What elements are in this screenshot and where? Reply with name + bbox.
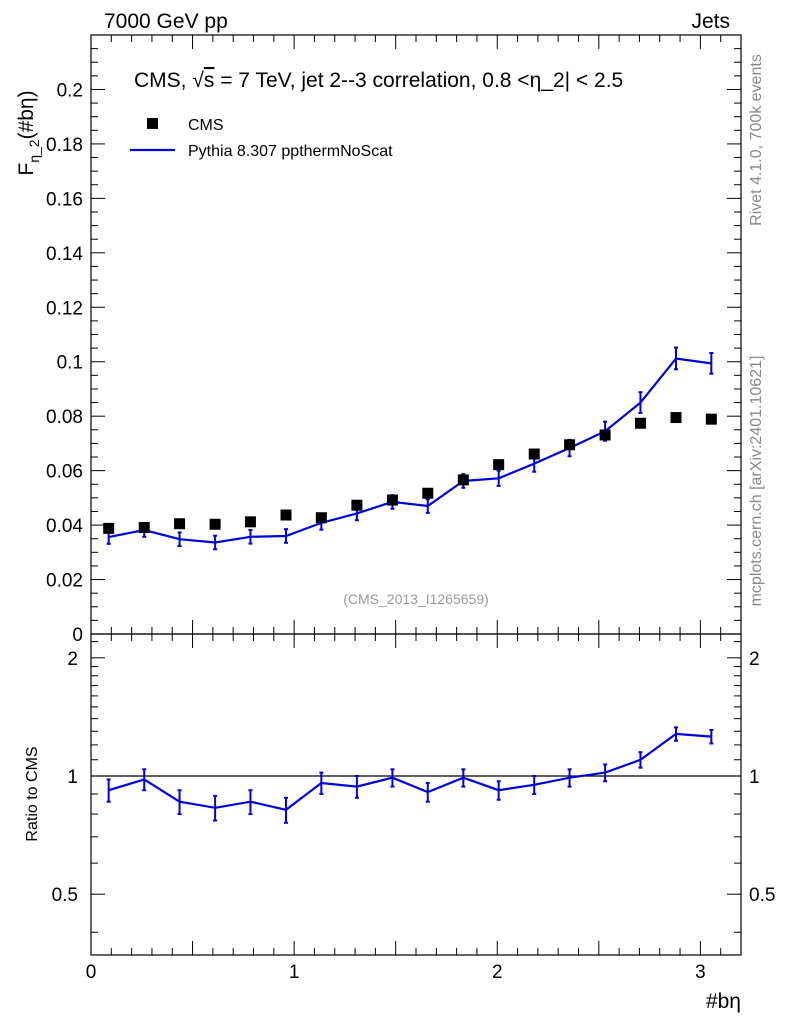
title-eta: η [530,69,542,92]
cms-data-point [386,494,398,506]
mc-series [106,346,714,551]
ratio-series [106,726,714,824]
main-x-axis-ticks [90,35,742,634]
main-y-tick-label: 0.2 [57,80,83,101]
cms-data-point [244,516,256,528]
ratio-y-tick-label: 0.5 [52,885,78,906]
legend: CMS Pythia 8.307 ppthermNoScat [130,117,393,160]
cms-data-point [528,448,540,460]
ratio-frame [90,633,742,956]
mcplots-info: mcplots.cern.ch [arXiv:2401.10621] [748,356,765,607]
cms-data-point [138,522,150,534]
main-y-tick-label: 0.16 [46,189,83,210]
cms-data-point [280,509,292,521]
title-sqrt-sign: √ [192,69,204,92]
cms-data-point [209,518,221,530]
cms-data-point [174,518,186,530]
ratio-y-label: Ratio to CMS [24,746,41,841]
header-left: 7000 GeV pp [104,10,228,33]
rivet-info: Rivet 4.1.0, 700k events [748,54,765,226]
legend-label-cms: CMS [188,117,224,134]
y-label-sub: η_2 [26,139,42,163]
cms-data-point [351,499,363,511]
main-y-tick-label: 0.1 [57,353,83,374]
main-y-axis: 0 0.02 0.04 0.06 0.08 0.1 0.12 0.14 0.16 0.18 0.2 [46,48,741,646]
legend-label-pythia: Pythia 8.307 ppthermNoScat [188,143,393,160]
main-y-tick-label: 0.04 [46,516,83,537]
cms-data-point [564,439,576,451]
ratio-y-axis: 0.5 0.5 1 1 2 2 [52,641,775,933]
ratio-y-tick-label-right: 2 [749,649,760,670]
y-label-paren: (#bη) [15,90,38,139]
cms-data-point [103,522,115,534]
header-right: Jets [691,10,730,33]
cms-data-point [493,459,505,471]
ratio-y-tick-label-right: 1 [749,767,760,788]
main-y-tick-label: 0 [72,625,83,646]
cms-data-point [670,412,682,424]
mc-line [108,357,712,544]
ratio-y-tick-label-right: 0.5 [749,885,775,906]
main-y-tick-label: 0.08 [46,407,83,428]
cms-data-series [103,412,717,534]
cms-data-point [422,487,434,499]
x-tick-label: 0 [86,962,97,983]
title-sqrt-arg: s [204,69,215,92]
main-y-label: Fη_2(#bη) [15,90,42,175]
cms-data-point [457,474,469,486]
main-y-tick-label: 0.06 [46,462,83,483]
ratio-y-tick-label: 1 [67,767,78,788]
cms-data-point [599,429,611,441]
main-y-tick-label: 0.18 [46,135,83,156]
legend-marker-cms [147,118,158,129]
x-tick-label: 1 [289,962,300,983]
title-suffix: = 7 TeV, jet 2--3 correlation, 0.8 < [214,69,529,92]
cms-data-point [634,417,646,429]
title-end: _2| < 2.5 [540,69,623,92]
title-prefix: CMS, [134,69,192,92]
x-tick-label: 2 [492,962,503,983]
analysis-watermark: (CMS_2013_I1265659) [343,591,489,607]
cms-data-point [315,512,327,524]
ratio-x-axis: 0 1 2 3 [86,634,742,983]
main-y-tick-label: 0.12 [46,298,83,319]
y-label-main: F [15,163,38,176]
ratio-y-tick-label: 2 [67,649,78,670]
main-y-tick-label: 0.14 [46,244,83,265]
main-y-tick-label: 0.02 [46,571,83,592]
plot-title: CMS, √s = 7 TeV, jet 2--3 correlation, 0… [134,69,623,92]
x-axis-label: #bη [706,990,741,1013]
ratio-line [108,732,712,811]
x-tick-label: 3 [695,962,706,983]
cms-data-point [705,413,717,425]
